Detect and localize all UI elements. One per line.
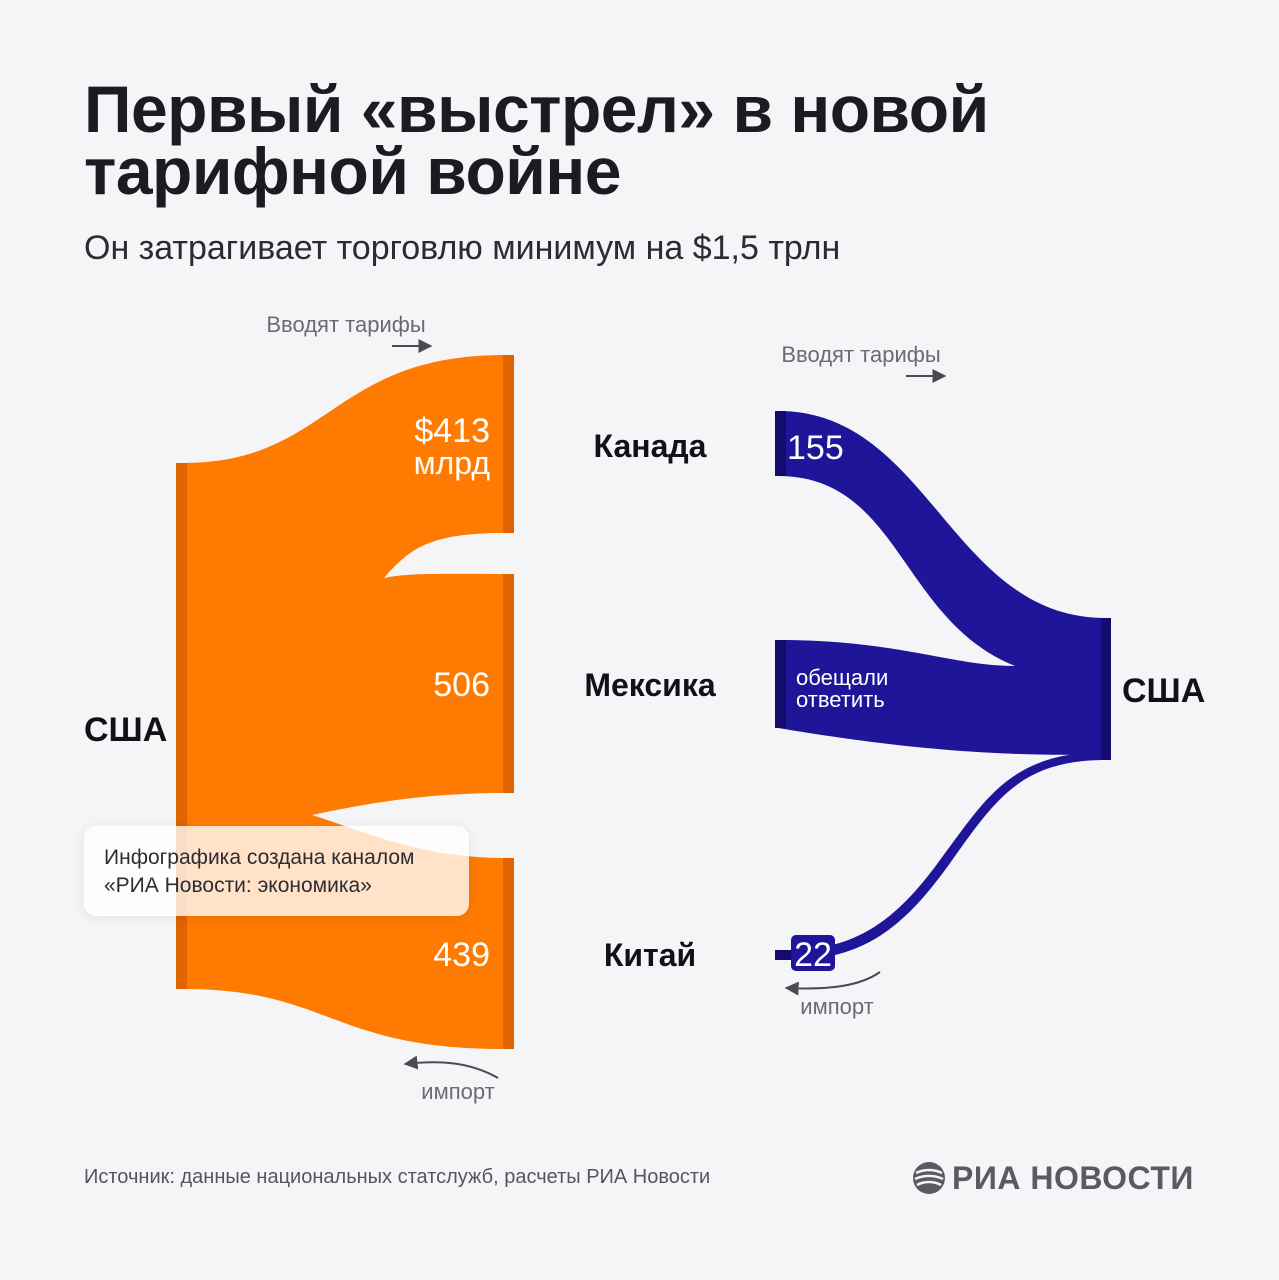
country-label-mexico: Мексика — [584, 667, 716, 703]
node-china-right — [775, 950, 795, 960]
import-label-left: импорт — [421, 1079, 494, 1104]
value-mexico-right-line2: ответить — [796, 687, 885, 712]
credit-line-2: «РИА Новости: экономика» — [104, 874, 372, 897]
node-canada-left — [503, 355, 514, 533]
ria-logo-text: РИА НОВОСТИ — [952, 1159, 1194, 1196]
country-label-canada: Канада — [594, 428, 707, 464]
node-label-usa-right: США — [1122, 672, 1205, 710]
flow-usa-mexico — [183, 573, 505, 815]
value-mexico-left: 506 — [433, 666, 490, 704]
ria-logo: РИА НОВОСТИ — [912, 1158, 1194, 1198]
node-usa-right — [1101, 618, 1111, 760]
import-arrow-left — [403, 1055, 499, 1079]
node-usa-left — [176, 463, 187, 989]
tariff-label-right: Вводят тарифы — [781, 342, 940, 367]
credit-line-1: Инфографика создана каналом — [104, 846, 415, 869]
ria-globe-icon — [913, 1162, 945, 1194]
value-china-right: 22 — [794, 936, 832, 974]
value-china-right-bg — [791, 935, 835, 971]
right-sankey: 155 обещали ответить 22 США Вводят тариф… — [775, 342, 1205, 1019]
tariff-label-left: Вводят тарифы — [266, 312, 425, 337]
node-label-usa-left: США — [84, 711, 167, 749]
flow-mexico-usa — [778, 640, 1106, 755]
value-mexico-right-line1: обещали — [796, 665, 888, 690]
flow-usa-canada — [183, 355, 505, 578]
country-label-china: Китай — [604, 937, 696, 973]
credit-box: Инфографика создана каналом «РИА Новости… — [84, 826, 469, 916]
import-arrow-right — [784, 971, 881, 996]
page-subtitle: Он затрагивает торговлю минимум на $1,5 … — [84, 229, 841, 267]
node-china-left — [503, 858, 514, 1049]
left-sankey: $413 млрд 506 439 США Вводят тарифы импо… — [84, 312, 514, 1104]
node-canada-right — [775, 411, 786, 476]
page-title: Первый «выстрел» в новой тарифной войне — [84, 72, 989, 208]
unit-canada-left: млрд — [414, 445, 491, 481]
flow-china-usa — [790, 752, 1106, 960]
value-china-left: 439 — [433, 936, 490, 974]
flow-canada-usa — [778, 411, 1106, 668]
value-canada-right: 155 — [787, 429, 844, 467]
node-mexico-right — [775, 640, 786, 728]
import-label-right: импорт — [800, 994, 873, 1019]
node-mexico-left — [503, 574, 514, 793]
source-note: Источник: данные национальных статслужб,… — [84, 1166, 711, 1188]
value-canada-left: $413 — [414, 412, 490, 450]
